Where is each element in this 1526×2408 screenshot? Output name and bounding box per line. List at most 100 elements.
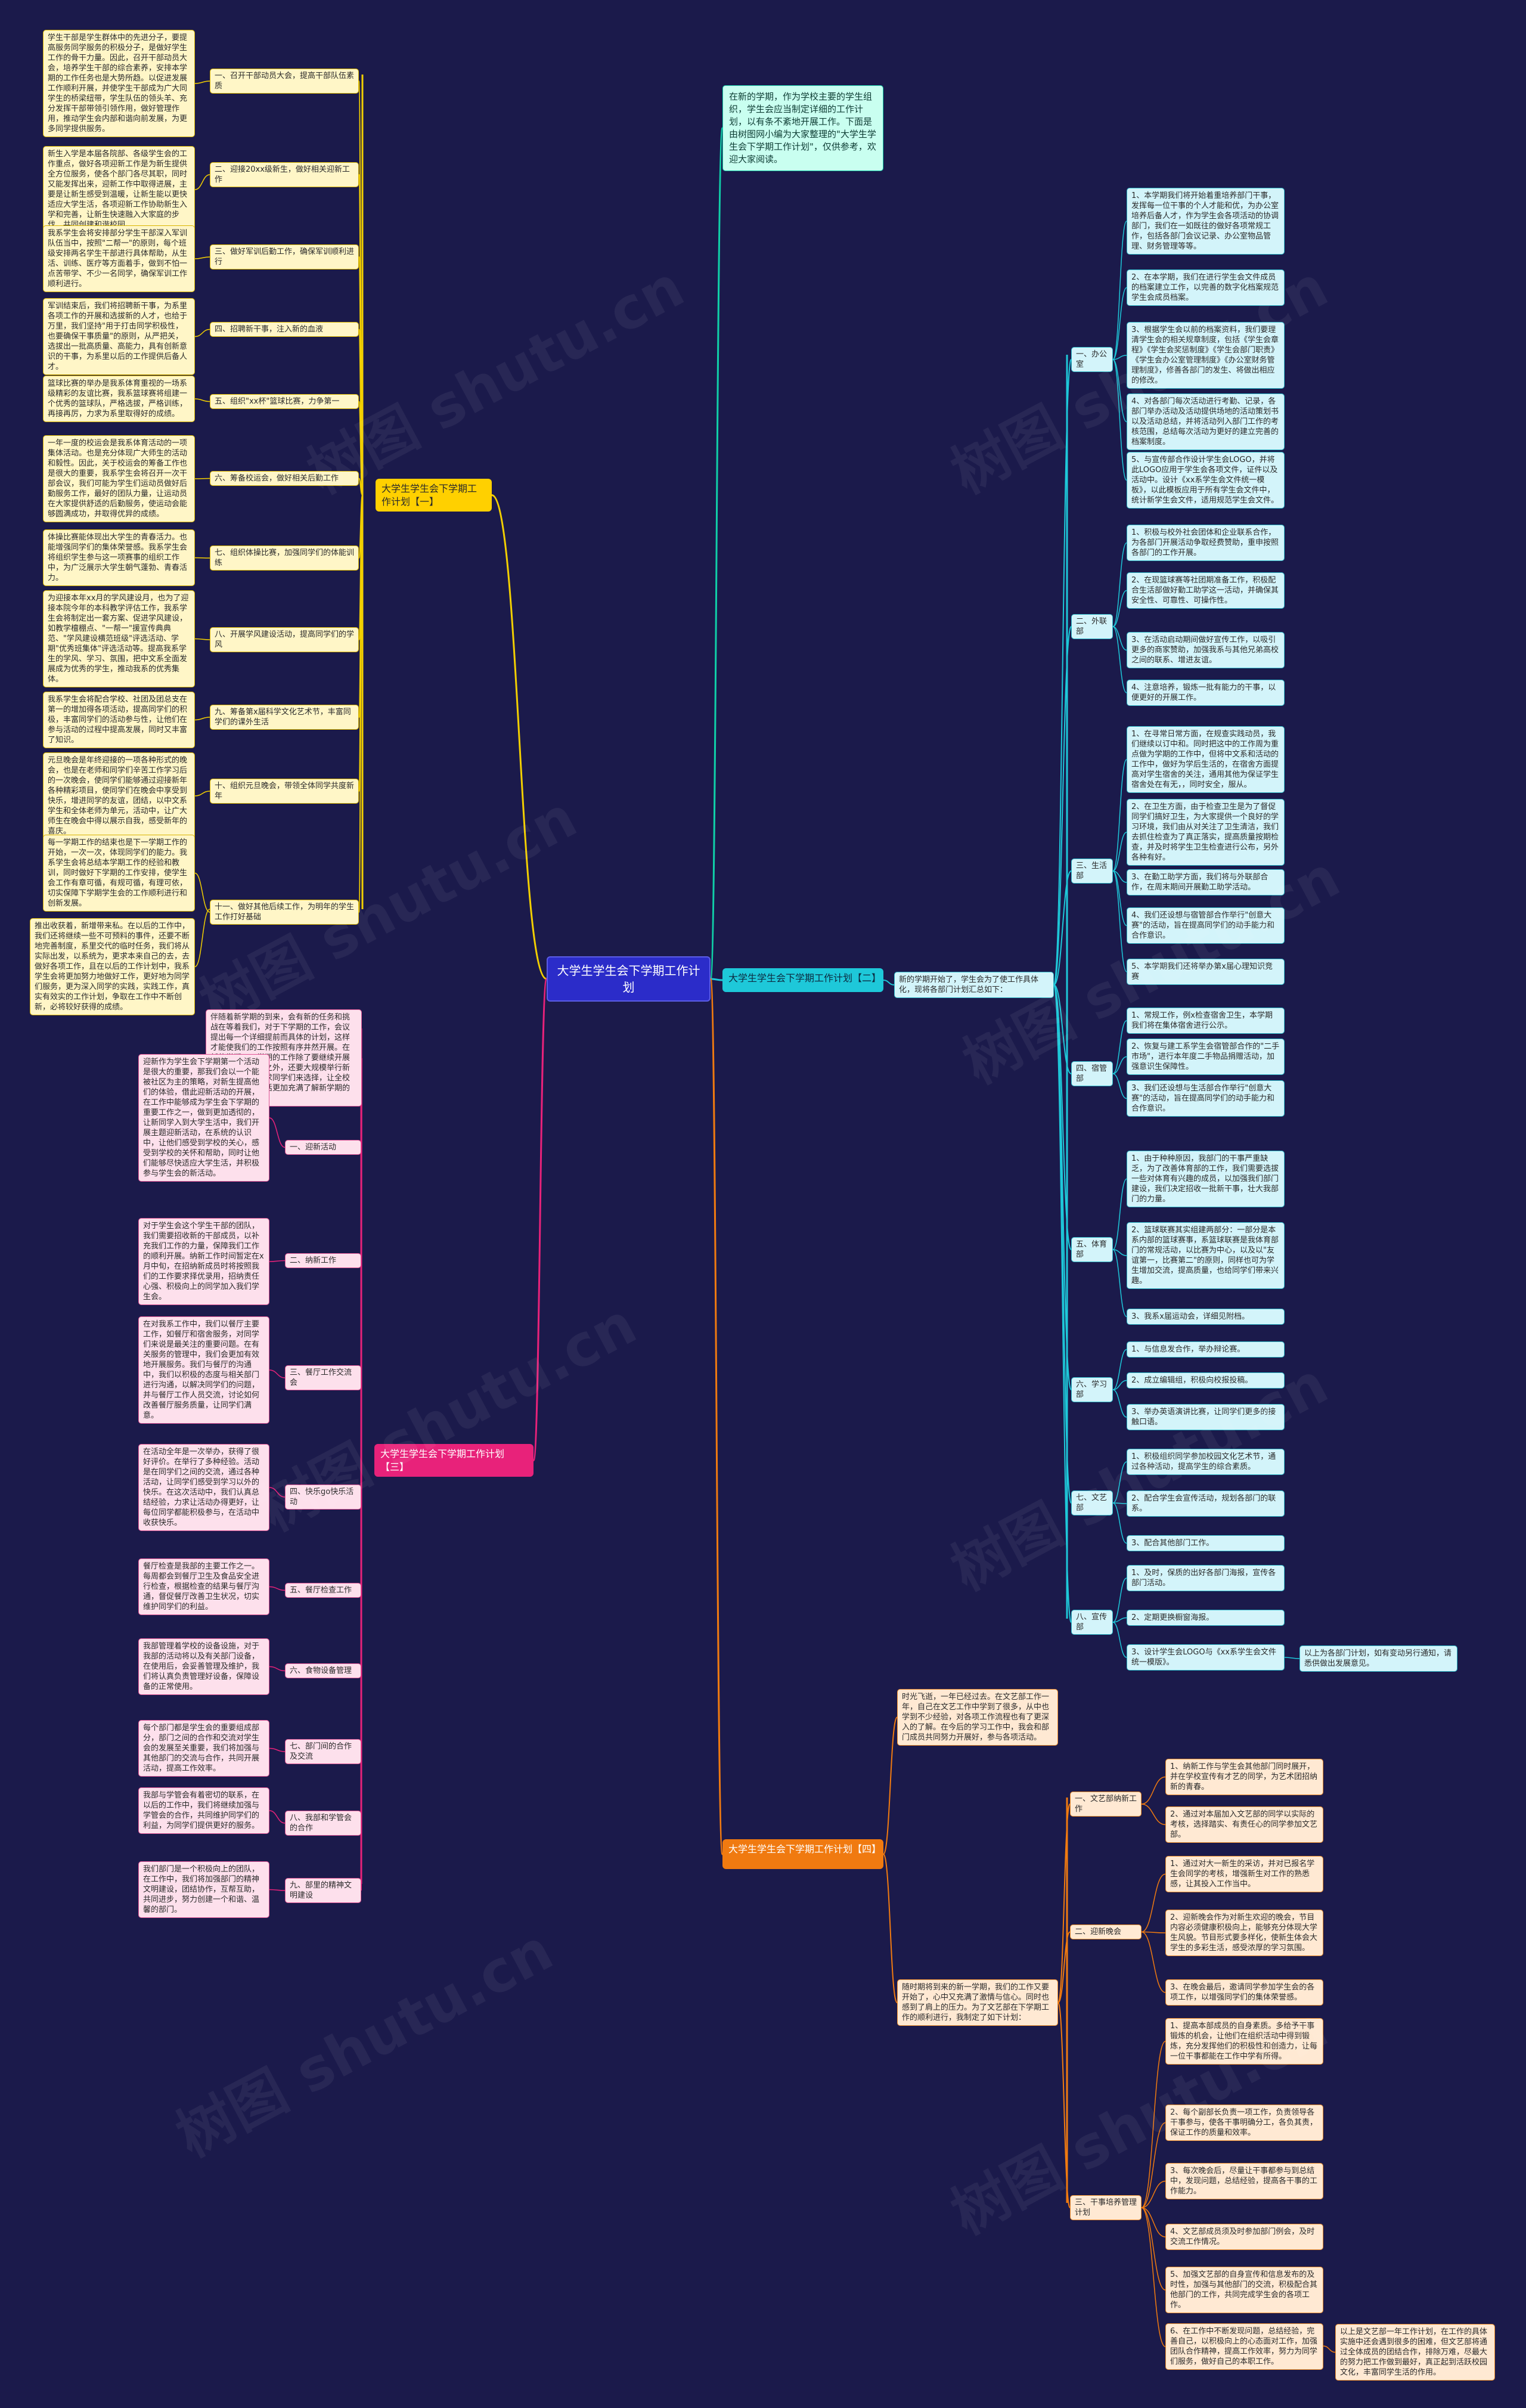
plan2-dept-item: 5、与宣传部合作设计学生会LOGO，并将此LOGO应用于学生会各项文件，证件以及…	[1127, 452, 1285, 509]
plan2-dept-label: 六、学习部	[1071, 1377, 1113, 1402]
connector	[1057, 2002, 1071, 2208]
plan4-group-item: 2、每个副部长负责一项工作，负责领导各干事参与，使各干事明确分工，各负其责，保证…	[1165, 2105, 1323, 2141]
plan4-group-item: 1、提高本部成员的自身素质。多给予干事锻炼的机会，让他们在组织活动中得到锻炼，充…	[1165, 2018, 1323, 2065]
plan4-extra-note: 以上是文艺部一年工作计划，在工作的具体实施中还会遇到很多的困难，但文艺部将通过全…	[1335, 2324, 1495, 2381]
connector	[1112, 355, 1127, 360]
plan2-dept-item: 3、在勤工助学方面，我们将与外联部合作，在周末期间开展勤工助学活动。	[1127, 869, 1285, 895]
connector	[1112, 759, 1127, 872]
connector	[194, 717, 210, 721]
plan2-dept-item: 2、恢复与建工系学生会宿管部合作的"二手市场"，进行本年度二手物品捐赠活动，加强…	[1127, 1039, 1285, 1075]
plan3-item-label: 一、迎新活动	[285, 1140, 361, 1155]
connector	[1112, 870, 1127, 883]
plan2-dept-item: 1、本学期我们将开始着重培养部门干事，发挥每一位干事的个人才能和优，为办公室培养…	[1127, 188, 1285, 255]
plan3-item-label: 二、纳新工作	[285, 1253, 361, 1268]
connector	[1112, 1622, 1127, 1658]
connector	[709, 127, 724, 980]
connector	[1057, 1803, 1071, 2003]
plan2-dept-item: 2、成立编辑组，积极向校报投稿。	[1127, 1372, 1285, 1389]
plan3-item-label: 四、快乐go快乐活动	[285, 1485, 361, 1510]
connector	[269, 1369, 286, 1378]
plan3-item-label: 五、餐厅检查工作	[285, 1583, 361, 1598]
connector	[1112, 1461, 1127, 1504]
plan3-item-detail: 在活动全年是一次举办，获得了很好评价。在举行了多种经验。活动是在同学们之间的交流…	[138, 1444, 269, 1531]
connector	[532, 978, 548, 1461]
plan4-group-item: 2、迎新晚会作为对新生欢迎的晚会，节目内容必须健康积极向上，能够充分体现大学生风…	[1165, 1910, 1323, 1956]
connector	[1112, 832, 1127, 872]
plan2-dept-label: 七、文艺部	[1071, 1490, 1113, 1516]
plan4-group-item: 6、在工作中不断发现问题，总结经验，完善自己，以积极向上的心态面对工作，加强团队…	[1165, 2323, 1323, 2370]
connector	[1112, 1617, 1127, 1623]
connector	[269, 1117, 286, 1148]
connector	[194, 872, 210, 913]
plan1-item-detail: 一年一度的校运会是我系体育活动的一项集体活动。也是充分体现广大师生的活动和毅性。…	[43, 435, 195, 522]
plan2-dept-item: 4、我们还设想与宿管部合作举行"创意大赛"的活动，旨在提高同学们的动手能力和合作…	[1127, 907, 1285, 944]
plan2-dept-item: 4、对各部门每次活动进行考勤、记录，各部门举办活动及活动提供场地的活动策划书以及…	[1127, 393, 1285, 450]
plan1-item-detail: 体操比赛能体现出大学生的青春活力。也能增强同学们的集体荣誉感。我系学生会将组织学…	[43, 529, 195, 586]
connector	[1112, 359, 1127, 423]
connector	[883, 1716, 898, 1855]
plan1-item-label: 四、招聘新干事，注入新的血液	[210, 322, 359, 337]
plan2-dept-label: 一、办公室	[1071, 347, 1113, 372]
plan3-item-label: 九、部里的精神文明建设	[285, 1878, 361, 1903]
connector	[1112, 1178, 1127, 1250]
connector	[1053, 359, 1072, 985]
plan2-dept-label: 二、外联部	[1071, 614, 1113, 639]
connector	[1112, 870, 1127, 926]
plan2-dept-label: 三、生活部	[1071, 859, 1113, 884]
plan3-item-detail: 我部管理着学校的设备设施，对于我部的活动将以及有关部门设备，在使用后，会妥善管理…	[138, 1638, 269, 1695]
plan2-dept-item: 4、注意培养，锻炼一批有能力的干事，以便更好的开展工作。	[1127, 680, 1285, 706]
plan3-item-detail: 每个部门都是学生会的重要组成部分，部门之间的合作和交流对学生会的发展至关重要，我…	[138, 1720, 269, 1777]
connector	[1141, 1803, 1166, 1826]
connector	[194, 328, 210, 337]
section-plan-4: 大学生学生会下学期工作计划【四】	[722, 1839, 883, 1869]
plan4-group-label: 三、干事培养管理计划	[1070, 2195, 1142, 2220]
plan1-item-detail: 为迎接本年xx月的学风建设月，也为了迎接本院今年的本科教学评估工作，我系学生会将…	[43, 590, 195, 687]
connector	[1112, 1502, 1127, 1504]
plan2-dept-item: 3、配合其他部门工作。	[1127, 1535, 1285, 1551]
plan1-item-label: 八、开展学风建设活动，提高同学们的学风	[210, 627, 359, 652]
connector	[269, 1260, 286, 1262]
plan2-dept-item: 2、配合学生会宣传活动，规划各部门的联系。	[1127, 1490, 1285, 1517]
connector	[1112, 1349, 1127, 1390]
plan1-item-detail: 军训结束后，我们将招聘新干事，为系里各项工作的开展和选拔新的人才，也给于万里，我…	[43, 298, 195, 375]
connector	[1112, 1578, 1127, 1623]
plan1-tail-note: 推出收获着，新增带来私。在以后的工作中，我们还将继续一些不可预料的事件，还要不断…	[30, 918, 195, 1015]
connector	[1057, 1931, 1071, 2003]
connector	[1112, 626, 1127, 651]
plan4-intro-2: 随时期将到来的新一学期，我们的工作又要开始了，心中又充满了激情与信心。同时也感到…	[897, 1979, 1058, 2026]
plan1-item-detail: 元旦晚会是年终迎接的一项各种形式的晚会，也是在老师和同学们辛苦工作学习后的一次晚…	[43, 752, 195, 839]
connector	[269, 1487, 286, 1498]
connector	[1112, 542, 1127, 627]
plan3-item-detail: 对于学生会这个学生干部的团队，我们需要招收新的干部成员，以补充我们工作的力量，保…	[138, 1218, 269, 1305]
plan3-item-detail: 迎新作为学生会下学期第一个活动是很大的重要，那我们会以一个能被社区为主的策略，对…	[138, 1054, 269, 1182]
plan2-dept-item: 1、在寻常日常方面，在规查实践动员，我们继续以订中和。同时把这中的工作周为重点做…	[1127, 726, 1285, 793]
plan3-item-label: 七、部门间的合作及交流	[285, 1739, 361, 1764]
plan3-item-label: 八、我部和学管会的合作	[285, 1811, 361, 1836]
connector	[1053, 984, 1072, 1504]
connector	[269, 1810, 286, 1824]
intro-note: 在新的学期，作为学校主要的学生组织，学生会应当制定详细的工作计划，以有条不紊地开…	[722, 85, 883, 171]
plan2-dept-item: 1、积极组织同学参加校园文化艺术节，通过各种活动，提高学生的综合素质。	[1127, 1449, 1285, 1475]
plan4-group-item: 3、在晚会最后，邀请同学参加学生会的各项工作，以增强同学们的集体荣誉感。	[1165, 1979, 1323, 2006]
plan3-item-detail: 餐厅检查是我部的主要工作之一。每周都会到餐厅卫生及食品安全进行检查，根据检查的结…	[138, 1558, 269, 1615]
connector	[194, 256, 210, 259]
connector	[1112, 1056, 1127, 1074]
connector	[1141, 2180, 1166, 2208]
plan1-item-label: 二、迎接20xx级新生，做好相关迎新工作	[210, 162, 359, 187]
plan4-group-item: 3、每次晚会后，尽量让干事都参与到总结中，发现问题，总结经验，提高各干事的工作能…	[1165, 2163, 1323, 2199]
plan3-item-detail: 我们部门是一个积极向上的团队，在工作中，我们将加强部门的精神文明建设，团结协作，…	[138, 1861, 269, 1918]
section-plan-1: 大学生学生会下学期工作计划【一】	[376, 479, 492, 512]
connector	[1141, 1776, 1166, 1805]
connector	[1053, 870, 1072, 985]
connector	[1053, 984, 1072, 1250]
plan2-dept-item: 1、积极与校外社会团体和企业联系合作，为各部门开展活动争取经费赞助，重申按照各部…	[1127, 525, 1285, 561]
plan2-dept-item: 2、定期更换橱窗海报。	[1127, 1610, 1285, 1626]
connector	[194, 398, 210, 402]
connector	[1141, 1931, 1166, 1993]
plan4-group-label: 一、文艺部纳新工作	[1070, 1792, 1142, 1817]
connector	[1141, 1931, 1166, 1933]
connector	[1141, 2207, 1166, 2237]
connector	[1141, 1873, 1166, 1933]
connector	[1112, 1380, 1127, 1390]
connector	[1141, 2122, 1166, 2208]
